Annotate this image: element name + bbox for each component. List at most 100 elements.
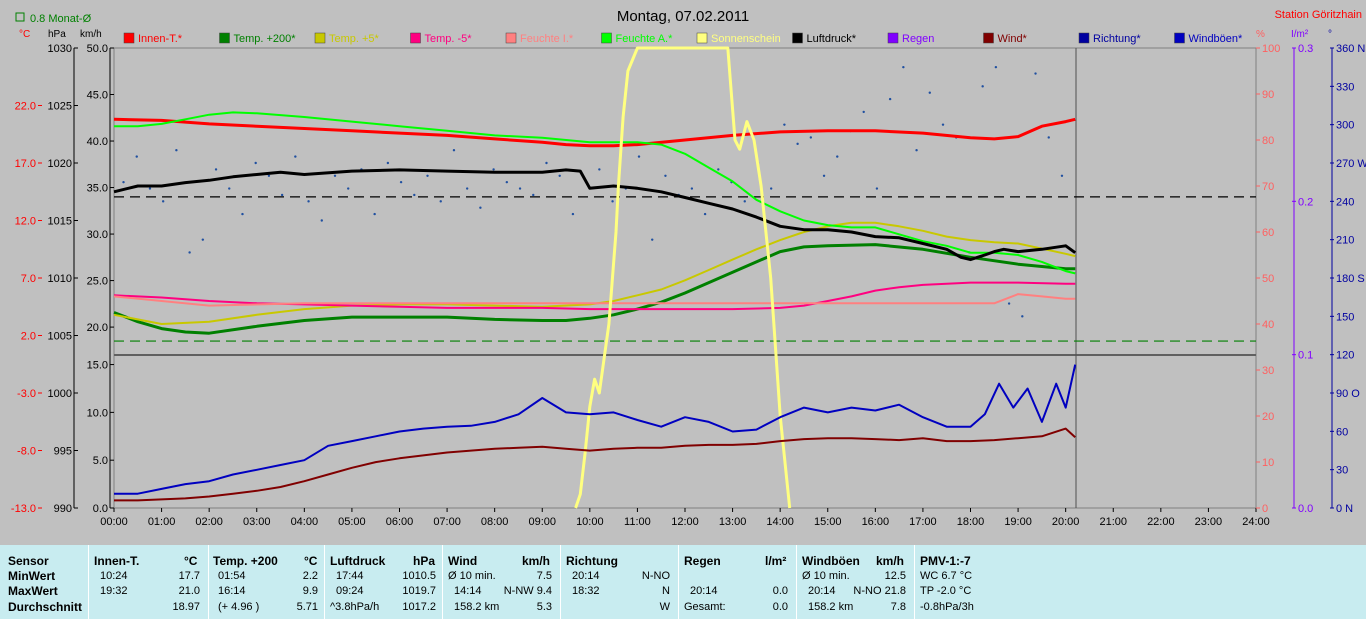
col-richt-title: Richtung xyxy=(566,554,618,568)
row-label-sensor: Sensor xyxy=(8,554,49,568)
pressure-axis-tick-label: 1025 xyxy=(48,101,72,113)
temp-axis-tick-label: 17.0 xyxy=(15,158,36,170)
col-temp200-title: Temp. +200 xyxy=(213,554,278,568)
direction-dot xyxy=(1034,72,1037,75)
x-tick-label: 17:00 xyxy=(909,516,937,528)
legend-label: Regen xyxy=(902,33,934,45)
col-luft-title: Luftdruck xyxy=(330,554,386,568)
series-line-innen-t xyxy=(113,117,1076,148)
unit-radiation: I/m² xyxy=(1291,29,1309,40)
direction-dot xyxy=(280,193,284,197)
direction-dot xyxy=(333,174,337,177)
direction-dot xyxy=(399,180,403,184)
pressure-axis-tick-label: 1020 xyxy=(48,158,72,170)
pmv-min: WC 6.7 °C xyxy=(920,570,973,582)
direction-dot xyxy=(148,187,152,190)
summary-table: Sensor MinWert MaxWert Durchschnitt Inne… xyxy=(0,545,1366,619)
radiation-axis-tick-label: 0.1 xyxy=(1298,350,1313,362)
legend-swatch xyxy=(505,32,517,44)
pressure-axis-tick-label: 1015 xyxy=(48,216,72,228)
direction-dot xyxy=(783,123,786,126)
x-tick-label: 23:00 xyxy=(1195,516,1223,528)
x-tick-label: 13:00 xyxy=(719,516,747,528)
radiation-axis-tick-label: 0.2 xyxy=(1298,196,1313,208)
x-tick-label: 20:00 xyxy=(1052,516,1080,528)
regen-avg-extra: Gesamt: xyxy=(684,601,726,613)
wind-max-time: 14:14 xyxy=(454,585,482,597)
direction-dot xyxy=(532,193,535,197)
direction-axis-tick-label: 210 xyxy=(1336,235,1354,247)
legend-swatch xyxy=(887,32,899,44)
direction-dot xyxy=(161,200,165,203)
richt-min-value: N-NO xyxy=(641,570,670,582)
legend-swatch xyxy=(410,32,421,44)
unit-percent: % xyxy=(1256,29,1265,40)
humidity-axis-tick-label: 20 xyxy=(1262,411,1274,423)
lower-axis-tick-label: 0.0 xyxy=(93,503,108,515)
direction-dot xyxy=(175,149,178,152)
unit-direction: ° xyxy=(1328,29,1332,40)
x-tick-label: 07:00 xyxy=(433,516,461,528)
direction-axis-tick-label: 270 W xyxy=(1336,158,1366,170)
direction-dot xyxy=(294,155,297,158)
direction-dot xyxy=(228,187,231,190)
direction-dot xyxy=(413,193,416,197)
humidity-axis-tick-label: 90 xyxy=(1262,89,1274,101)
direction-dot xyxy=(928,91,931,94)
boen-max-time: 20:14 xyxy=(808,585,836,597)
direction-dot xyxy=(479,206,482,209)
temp200-min-value: 2.2 xyxy=(302,570,318,582)
col-regen-unit: l/m² xyxy=(765,554,787,568)
direction-dot xyxy=(994,65,998,69)
wind-max-value: N-NW 9.4 xyxy=(503,585,552,597)
x-tick-label: 14:00 xyxy=(766,516,794,528)
temp200-avg-value: 5.71 xyxy=(296,601,318,613)
unit-speed: km/h xyxy=(80,29,102,40)
luft-max-value: 1019.7 xyxy=(402,585,436,597)
innen-min-value: 17.7 xyxy=(178,570,200,582)
x-tick-label: 19:00 xyxy=(1004,516,1032,528)
direction-dot xyxy=(796,142,799,146)
legend: Innen-T.* Temp. +200* Temp. +5* Temp. -5* Fe… xyxy=(123,32,1243,45)
direction-dot xyxy=(465,187,469,190)
direction-dot xyxy=(373,212,376,216)
temp200-max-time: 16:14 xyxy=(218,585,246,597)
legend-label: Feuchte I.* xyxy=(520,33,574,45)
direction-dot xyxy=(717,168,720,171)
temp-axis-tick-label: 7.0 xyxy=(21,273,36,285)
pressure-axis-tick-label: 1005 xyxy=(48,331,72,343)
regen-avg-value: 0.0 xyxy=(772,601,788,613)
series-line-windb-en xyxy=(114,364,1077,495)
temp-axis-tick-label: 12.0 xyxy=(15,216,36,228)
temp-axis-tick-label: 22.0 xyxy=(15,101,36,113)
direction-axis-tick-label: 300 xyxy=(1336,120,1354,132)
lower-axis-tick-label: 15.0 xyxy=(87,360,108,372)
pressure-axis-tick-label: 1030 xyxy=(48,43,72,55)
upper-axis-tick-label: 30.0 xyxy=(87,229,108,241)
direction-dot xyxy=(439,200,442,203)
direction-dot xyxy=(571,212,575,216)
direction-dot xyxy=(981,85,984,88)
x-tick-label: 10:00 xyxy=(576,516,604,528)
direction-axis-tick-label: 60 xyxy=(1336,426,1348,438)
direction-dot xyxy=(426,174,429,177)
lower-plot-area xyxy=(113,354,1257,509)
wind-min-value: 7.5 xyxy=(536,570,552,582)
col-innen-title: Innen-T. xyxy=(94,554,140,568)
legend-swatch xyxy=(314,32,326,44)
row-label-avg: Durchschnitt xyxy=(8,600,83,614)
direction-dot xyxy=(1047,136,1050,139)
temp-axis-tick-label: -3.0 xyxy=(17,388,36,400)
legend-swatch xyxy=(983,32,994,44)
col-wind-unit: km/h xyxy=(522,554,551,568)
humidity-axis-tick-label: 60 xyxy=(1262,227,1274,239)
direction-dot xyxy=(492,168,495,171)
unit-temp: °C xyxy=(19,29,30,40)
legend-swatch xyxy=(123,32,135,44)
direction-dot xyxy=(862,110,865,114)
direction-dot xyxy=(598,168,601,171)
boen-avg-extra: 158.2 km xyxy=(808,601,854,613)
direction-dot xyxy=(809,136,813,139)
x-tick-label: 04:00 xyxy=(291,516,319,528)
richt-min-time: 20:14 xyxy=(572,570,600,582)
